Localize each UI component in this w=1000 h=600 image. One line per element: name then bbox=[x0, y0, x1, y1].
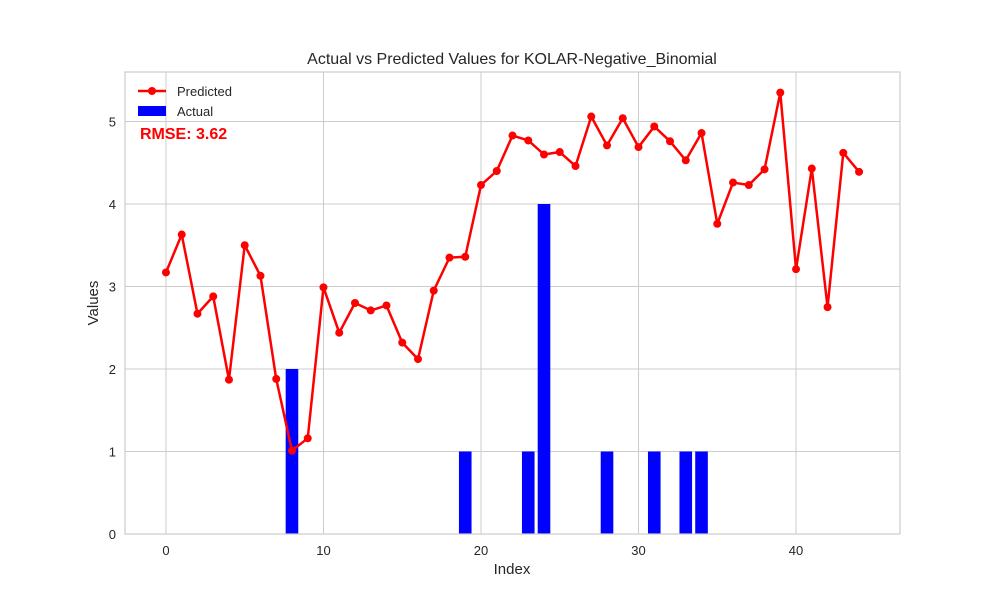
predicted-point bbox=[350, 299, 359, 307]
x-tick-label: 10 bbox=[316, 543, 330, 558]
x-tick-label: 30 bbox=[631, 543, 645, 558]
predicted-point bbox=[823, 303, 832, 312]
y-tick-label: 1 bbox=[109, 445, 116, 460]
predicted-point bbox=[382, 301, 391, 310]
predicted-point bbox=[697, 129, 706, 138]
predicted-point bbox=[193, 309, 202, 318]
predicted-point bbox=[366, 306, 375, 315]
predicted-point bbox=[587, 112, 596, 121]
predicted-point bbox=[713, 219, 722, 228]
predicted-point bbox=[555, 148, 564, 157]
predicted-point bbox=[492, 167, 501, 175]
predicted-point bbox=[618, 114, 627, 123]
x-axis-label: Index bbox=[494, 561, 531, 578]
predicted-point bbox=[461, 252, 470, 261]
legend-predicted-label: Predicted bbox=[177, 84, 232, 99]
y-tick-label: 4 bbox=[109, 197, 116, 212]
x-tick-label: 40 bbox=[789, 543, 803, 558]
predicted-point bbox=[760, 165, 769, 174]
predicted-point bbox=[303, 434, 312, 443]
y-tick-label: 3 bbox=[109, 280, 116, 295]
actual-bar bbox=[600, 451, 614, 534]
plot-background bbox=[125, 72, 900, 534]
chart-title: Actual vs Predicted Values for KOLAR-Neg… bbox=[307, 51, 717, 68]
predicted-point bbox=[729, 178, 738, 187]
predicted-point bbox=[681, 156, 690, 165]
legend-actual-swatch bbox=[138, 106, 166, 116]
predicted-point bbox=[540, 150, 549, 159]
plot-frame bbox=[124, 71, 901, 535]
predicted-point bbox=[319, 283, 328, 292]
legend-actual-label: Actual bbox=[177, 104, 213, 119]
predicted-point bbox=[634, 143, 643, 152]
predicted-point bbox=[256, 271, 265, 280]
y-tick-label: 2 bbox=[109, 362, 116, 377]
predicted-point bbox=[161, 268, 170, 277]
predicted-point bbox=[335, 328, 344, 337]
tick-labels: 0 10 20 30 40 0 1 2 3 4 5 bbox=[109, 115, 804, 559]
predicted-point bbox=[398, 338, 407, 347]
predicted-point bbox=[445, 253, 454, 262]
predicted-point bbox=[240, 241, 249, 250]
predicted-point bbox=[272, 374, 281, 383]
actual-bar bbox=[458, 451, 472, 534]
predicted-point bbox=[287, 446, 296, 455]
predicted-point bbox=[744, 181, 753, 190]
legend-predicted-marker bbox=[148, 87, 156, 95]
actual-bar bbox=[647, 451, 661, 534]
x-tick-label: 20 bbox=[474, 543, 488, 558]
predicted-point bbox=[413, 355, 422, 364]
predicted-point bbox=[508, 131, 517, 140]
predicted-point bbox=[429, 286, 438, 295]
y-tick-label: 0 bbox=[109, 527, 116, 542]
actual-bar bbox=[537, 204, 551, 534]
predicted-point bbox=[807, 164, 816, 173]
predicted-point bbox=[476, 181, 485, 190]
predicted-point bbox=[650, 122, 659, 131]
actual-bar bbox=[679, 451, 693, 534]
predicted-point bbox=[177, 230, 186, 239]
predicted-point bbox=[571, 162, 580, 171]
predicted-point bbox=[209, 292, 218, 301]
predicted-point bbox=[855, 167, 864, 176]
predicted-point bbox=[666, 137, 675, 146]
actual-bars bbox=[285, 204, 708, 534]
x-tick-label: 0 bbox=[162, 543, 169, 558]
predicted-point bbox=[603, 141, 612, 150]
predicted-line bbox=[161, 88, 864, 455]
actual-bar bbox=[521, 451, 535, 534]
predicted-point bbox=[839, 148, 848, 157]
predicted-point bbox=[524, 136, 533, 145]
grid bbox=[125, 72, 900, 535]
actual-bar bbox=[695, 451, 708, 534]
predicted-point bbox=[792, 265, 801, 274]
legend: Predicted Actual bbox=[138, 84, 232, 119]
y-axis-label: Values bbox=[85, 281, 102, 326]
rmse-annotation: RMSE: 3.62 bbox=[140, 126, 227, 143]
predicted-point bbox=[776, 88, 785, 97]
predicted-point bbox=[224, 375, 233, 384]
y-tick-label: 5 bbox=[109, 115, 116, 130]
